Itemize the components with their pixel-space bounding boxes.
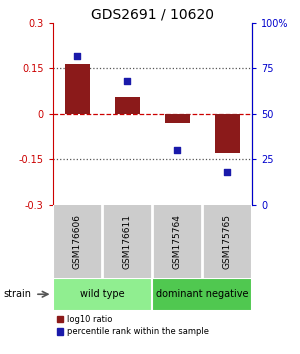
Text: GSM176611: GSM176611 — [123, 214, 132, 269]
Title: GDS2691 / 10620: GDS2691 / 10620 — [91, 8, 214, 22]
Point — [125, 78, 130, 84]
Point — [175, 148, 180, 153]
Text: GSM176606: GSM176606 — [73, 214, 82, 269]
Legend: log10 ratio, percentile rank within the sample: log10 ratio, percentile rank within the … — [57, 315, 209, 336]
Bar — [152, 278, 252, 311]
Bar — [214, 114, 239, 153]
Text: GSM175765: GSM175765 — [223, 214, 232, 269]
Text: dominant negative: dominant negative — [156, 289, 248, 299]
Point — [75, 53, 80, 58]
Bar — [165, 114, 190, 123]
Bar — [115, 97, 140, 114]
Text: strain: strain — [3, 289, 31, 299]
Bar — [52, 278, 152, 311]
Text: GSM175764: GSM175764 — [173, 214, 182, 269]
Bar — [65, 64, 90, 114]
Text: wild type: wild type — [80, 289, 125, 299]
Point — [225, 169, 230, 175]
